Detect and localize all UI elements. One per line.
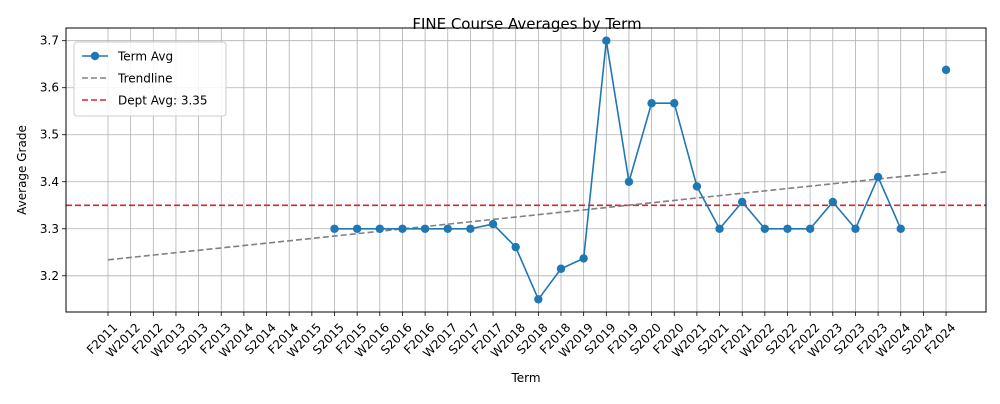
term-avg-point [420, 224, 430, 233]
series [330, 36, 951, 304]
term-avg-point [488, 219, 498, 229]
trendline [107, 171, 947, 261]
x-axis-ticks: F2011W2012F2012W2013S2013F2013W2014S2014… [84, 312, 958, 360]
term-avg-point [352, 224, 362, 233]
legend-item-term-avg-label: Term Avg [117, 50, 173, 64]
y-tick-label: 3.6 [40, 81, 59, 95]
y-tick-label: 3.7 [40, 34, 59, 48]
chart-title: FINE Course Averages by Term [412, 15, 641, 33]
legend-item-term-avg-marker [90, 51, 100, 61]
term-avg-point [738, 197, 747, 207]
term-avg-point [805, 224, 815, 233]
y-tick-label: 3.5 [40, 128, 59, 142]
term-avg-point [896, 224, 905, 233]
legend: Term Avg Trendline Dept Avg: 3.35 [73, 41, 227, 117]
term-avg-point [511, 242, 520, 252]
term-avg-point [873, 172, 883, 182]
term-avg-point [783, 224, 792, 233]
term-avg-point [760, 224, 770, 233]
legend-item-dept-avg-label: Dept Avg: 3.35 [118, 94, 208, 108]
term-avg-point [398, 224, 407, 233]
term-avg-point [330, 224, 339, 233]
y-axis-label: Average Grade [15, 125, 29, 215]
y-tick-label: 3.3 [40, 222, 59, 236]
term-avg-point [466, 224, 475, 233]
term-avg-point [579, 254, 588, 263]
term-avg-point [851, 224, 860, 233]
y-tick-label: 3.4 [40, 175, 59, 189]
term-avg-point [670, 99, 679, 108]
term-avg-point [647, 99, 656, 108]
y-axis-ticks: 3.2 3.3 3.4 3.5 3.6 3.7 [40, 34, 66, 283]
term-avg-point [443, 224, 452, 233]
term-avg-point [556, 264, 566, 273]
term-avg-point [828, 197, 837, 207]
term-avg-point [715, 224, 724, 233]
x-axis-label: Term [510, 371, 540, 385]
term-avg-point [602, 36, 611, 45]
term-avg-point [375, 224, 384, 233]
term-avg-point [624, 177, 634, 186]
term-avg-point [692, 182, 702, 191]
term-avg-point [941, 65, 951, 75]
y-tick-label: 3.2 [40, 269, 59, 283]
plot-area [65, 27, 987, 313]
legend-item-trendline-label: Trendline [117, 72, 173, 86]
term-avg-point [534, 295, 543, 304]
legend-box [73, 41, 227, 117]
